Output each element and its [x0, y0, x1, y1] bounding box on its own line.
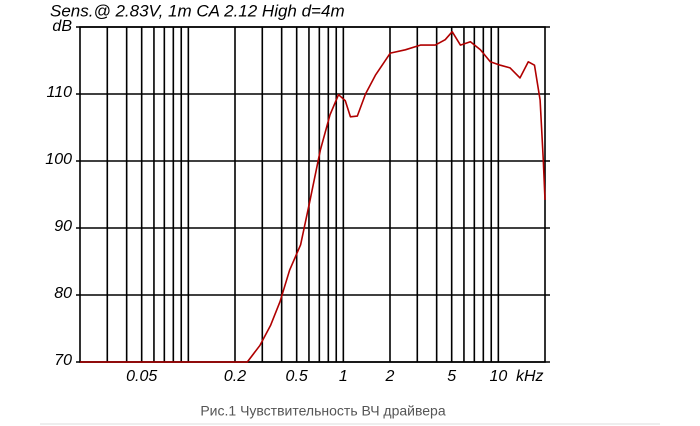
caption: Рис.1 Чувствительность ВЧ драйвера [200, 403, 446, 419]
x-tick-label: 0.5 [286, 368, 308, 385]
plot-border [79, 26, 546, 363]
x-tick-label: 2 [385, 368, 395, 385]
x-tick-label: 1 [339, 368, 348, 385]
response-curve [80, 30, 546, 363]
y-tick-label: dB [52, 18, 72, 35]
y-tick-label: 110 [46, 84, 72, 101]
x-tick-label: 10 [489, 368, 507, 385]
x-tick-label: 0.2 [224, 368, 246, 385]
y-tick-label: 90 [54, 218, 72, 235]
chart-title: Sens.@ 2.83V, 1m CA 2.12 High d=4m [50, 1, 345, 20]
x-tick-label: 5 [447, 368, 456, 385]
x-axis-label: kHz [516, 368, 544, 385]
y-tick-label: 80 [54, 285, 72, 302]
x-tick-label: 0.05 [126, 368, 157, 385]
y-tick-label: 100 [45, 151, 72, 168]
y-tick-label: 70 [54, 352, 72, 369]
